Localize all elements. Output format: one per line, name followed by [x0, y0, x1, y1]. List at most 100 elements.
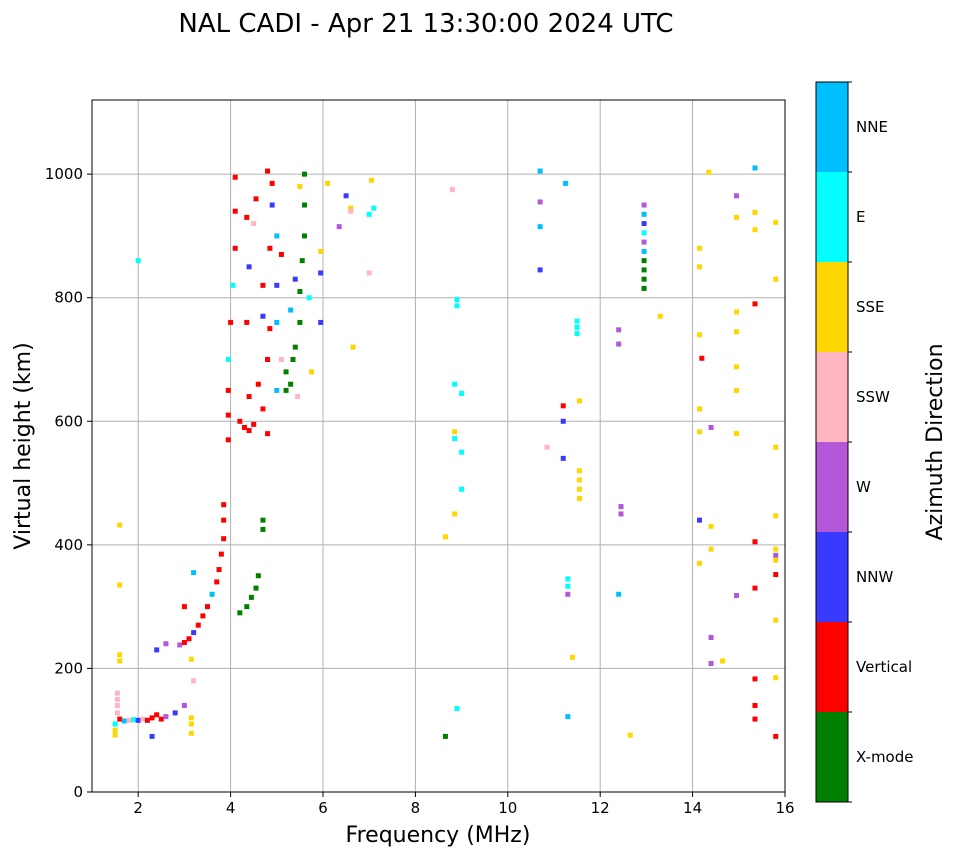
data-point	[274, 319, 280, 325]
data-point	[537, 267, 543, 273]
data-point	[163, 641, 169, 647]
data-point	[140, 716, 146, 722]
colorbar-segment	[816, 352, 848, 442]
data-point	[565, 591, 571, 597]
x-tick-label: 4	[226, 799, 236, 817]
colorbar-segment	[816, 442, 848, 532]
data-point	[708, 523, 714, 529]
data-point	[288, 381, 294, 387]
data-points	[112, 165, 779, 739]
data-point	[188, 656, 194, 662]
data-point	[163, 714, 169, 720]
data-point	[265, 168, 271, 174]
data-point	[641, 258, 647, 264]
data-point	[752, 209, 758, 215]
data-point	[641, 230, 647, 236]
data-point	[237, 418, 243, 424]
data-point	[576, 468, 582, 474]
data-point	[773, 513, 779, 519]
colorbar-category-label: NNE	[856, 118, 888, 136]
y-axis-ticks: 0 200 400 600 800 1000	[45, 165, 92, 801]
data-point	[112, 727, 118, 733]
data-point	[708, 635, 714, 641]
data-point	[720, 658, 726, 664]
data-point	[773, 219, 779, 225]
data-point	[283, 369, 289, 375]
data-point	[618, 511, 624, 517]
colorbar-segment	[816, 262, 848, 352]
data-point	[318, 248, 324, 254]
data-point	[221, 502, 227, 508]
data-point	[752, 716, 758, 722]
x-tick-label: 8	[411, 799, 421, 817]
data-point	[459, 449, 465, 455]
data-point	[752, 539, 758, 545]
colorbar-category-label: W	[856, 478, 871, 496]
data-point	[251, 421, 257, 427]
data-point	[244, 214, 250, 220]
colorbar-segment	[816, 82, 848, 172]
data-point	[773, 546, 779, 552]
colorbar: X-mode Vertical NNW W SSW SSE E NNE	[816, 81, 913, 803]
data-point	[295, 394, 301, 400]
data-point	[135, 258, 141, 264]
y-tick-label: 400	[54, 536, 83, 554]
data-point	[278, 357, 284, 362]
data-point	[641, 221, 647, 227]
y-tick-label: 800	[54, 289, 83, 307]
data-point	[773, 617, 779, 623]
data-point	[117, 582, 123, 588]
data-point	[260, 282, 266, 288]
data-point	[343, 193, 349, 199]
data-point	[269, 180, 275, 186]
data-point	[283, 387, 289, 393]
data-point	[699, 355, 705, 361]
data-point	[230, 282, 236, 288]
data-point	[773, 733, 779, 739]
data-point	[449, 187, 455, 193]
data-point	[225, 357, 231, 362]
data-point	[697, 264, 703, 270]
data-point	[267, 326, 273, 332]
data-point	[641, 239, 647, 245]
data-point	[112, 732, 118, 738]
data-point	[246, 264, 252, 270]
data-point	[452, 511, 458, 517]
data-point	[708, 424, 714, 430]
data-point	[576, 486, 582, 492]
data-point	[237, 610, 243, 616]
data-point	[544, 444, 550, 450]
data-point	[181, 639, 187, 645]
data-point	[297, 289, 303, 295]
data-point	[773, 276, 779, 282]
data-point	[452, 429, 458, 435]
data-point	[752, 301, 758, 307]
data-point	[576, 496, 582, 502]
data-point	[576, 477, 582, 483]
data-point	[218, 551, 224, 557]
data-point	[149, 715, 155, 721]
data-point	[752, 227, 758, 233]
data-point	[114, 690, 120, 696]
data-point	[733, 193, 739, 199]
data-point	[576, 398, 582, 404]
data-point	[267, 245, 273, 251]
data-point	[302, 202, 308, 208]
y-tick-label: 600	[54, 412, 83, 430]
data-point	[149, 733, 155, 739]
data-point	[154, 647, 160, 653]
data-point	[131, 717, 137, 723]
gridlines	[92, 100, 785, 792]
data-point	[752, 676, 758, 682]
data-point	[773, 675, 779, 681]
data-point	[244, 319, 250, 325]
data-point	[569, 654, 575, 660]
data-point	[154, 712, 160, 718]
x-tick-label: 2	[133, 799, 143, 817]
data-point	[454, 297, 460, 303]
data-point	[697, 245, 703, 251]
colorbar-category-label: E	[856, 208, 865, 226]
data-point	[697, 560, 703, 566]
data-point	[560, 455, 566, 461]
